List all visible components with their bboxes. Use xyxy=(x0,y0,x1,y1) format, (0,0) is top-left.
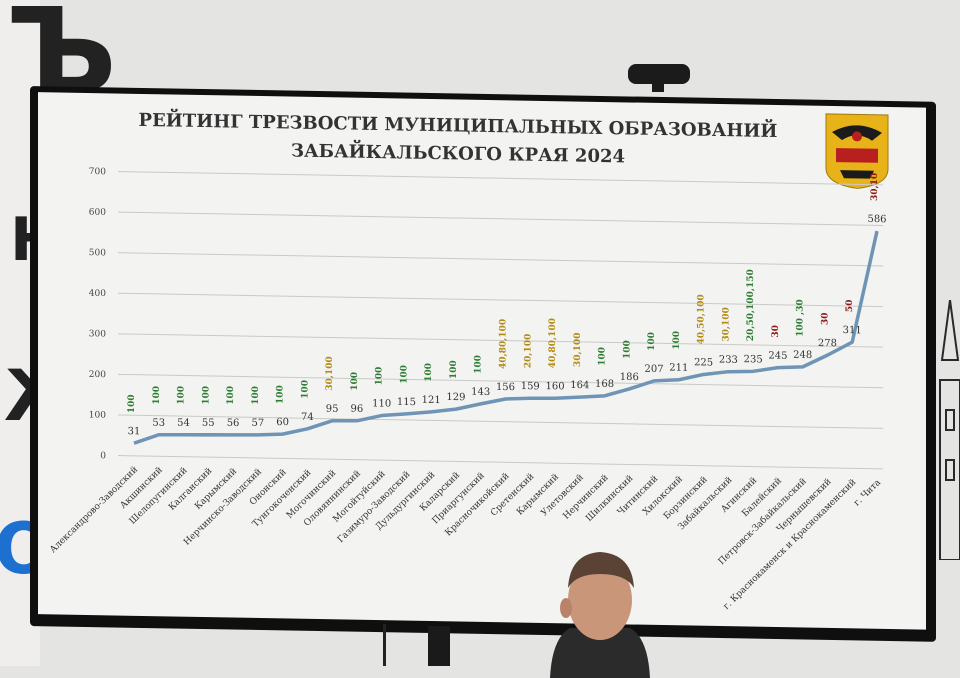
monitor-stand xyxy=(428,626,450,666)
data-label: 110 xyxy=(372,398,391,409)
data-label: 143 xyxy=(471,387,490,398)
series-line-group xyxy=(133,230,879,445)
y-tick-label: 200 xyxy=(89,370,106,380)
gridline xyxy=(118,333,883,348)
annotation-label: 30,100 xyxy=(721,307,731,342)
data-label: 60 xyxy=(276,417,289,428)
data-label: 54 xyxy=(177,418,190,429)
data-label: 31 xyxy=(128,426,141,437)
annotation-label: 30 xyxy=(771,325,781,338)
wall-decor-building xyxy=(939,300,960,560)
y-axis-ticks: 0 100 200 300 400 500 600 700 xyxy=(89,167,106,461)
data-label: 225 xyxy=(694,357,713,368)
annotation-label: 50 xyxy=(845,300,855,313)
gridline xyxy=(118,171,883,186)
monitor-stand-cable xyxy=(383,624,386,666)
y-tick-label: 400 xyxy=(89,289,106,299)
annotation-label: 40,80,100 xyxy=(499,319,509,369)
x-axis-labels: Александрово-ЗаводскийАкшинскийШелопугин… xyxy=(48,465,883,612)
data-label: 96 xyxy=(351,404,364,415)
presentation-slide: РЕЙТИНГ ТРЕЗВОСТИ МУНИЦИПАЛЬНЫХ ОБРАЗОВА… xyxy=(38,92,926,630)
y-tick-label: 0 xyxy=(100,451,106,461)
data-label: 53 xyxy=(152,418,165,429)
audience-person xyxy=(550,552,650,678)
data-label: 56 xyxy=(227,418,240,429)
x-tick-label: г. Чита xyxy=(852,477,883,508)
data-label: 55 xyxy=(202,418,215,429)
annotation-label: 100 ,30 xyxy=(796,299,806,337)
annotation-label: 100 xyxy=(399,365,409,384)
y-tick-label: 700 xyxy=(89,167,106,177)
annotation-label: 20,100 xyxy=(523,334,533,369)
y-tick-label: 500 xyxy=(89,248,106,258)
coat-of-arms-icon xyxy=(825,113,889,189)
data-value-labels: 31 53 54 55 56 57 60 74 95 96 110 115 121 129 143 156 15… xyxy=(128,214,887,437)
gridline xyxy=(118,211,883,226)
data-label: 115 xyxy=(397,397,416,408)
data-label: 129 xyxy=(446,392,465,403)
data-label: 311 xyxy=(843,325,862,336)
data-label: 211 xyxy=(669,363,688,374)
annotation-label: 100 xyxy=(201,386,211,405)
data-label: 278 xyxy=(818,338,837,349)
annotation-label: 100 xyxy=(474,355,484,374)
annotation-label: 40,80,100 xyxy=(548,318,558,368)
data-label: 233 xyxy=(719,354,738,365)
data-label: 159 xyxy=(521,381,540,392)
gridline xyxy=(118,414,883,429)
annotation-label: 100 xyxy=(375,367,385,386)
gridline xyxy=(118,252,883,267)
data-label: 248 xyxy=(793,350,812,361)
gridline xyxy=(118,455,883,470)
y-tick-label: 600 xyxy=(89,208,106,218)
annotation-label: 100 xyxy=(152,386,162,405)
annotation-label: 100 xyxy=(622,340,632,359)
annotation-label: 100 xyxy=(598,347,608,366)
data-label: 245 xyxy=(768,350,787,361)
annotation-label: 100 xyxy=(251,386,261,405)
data-label: 156 xyxy=(496,382,515,393)
data-label: 57 xyxy=(251,418,264,429)
y-tick-label: 100 xyxy=(89,410,106,420)
webcam xyxy=(628,64,690,84)
annotation-label: 30,10 xyxy=(870,173,880,201)
annotation-label: 100 xyxy=(177,386,187,405)
y-tick-label: 300 xyxy=(89,329,106,339)
annotation-label: 100 xyxy=(350,372,360,391)
webcam-mount xyxy=(652,82,664,92)
data-label: 121 xyxy=(422,395,441,406)
annotation-label: 100 xyxy=(672,331,682,350)
annotation-label: 30,100 xyxy=(573,332,583,367)
y-gridlines xyxy=(118,171,883,470)
sobriety-rating-chart: РЕЙТИНГ ТРЕЗВОСТИ МУНИЦИПАЛЬНЫХ ОБРАЗОВА… xyxy=(48,107,889,612)
data-label: 235 xyxy=(744,354,763,365)
annotation-label: 100 xyxy=(127,394,137,413)
annotation-label: 30,100 xyxy=(325,356,335,391)
annotation-label: 40,50,100 xyxy=(697,294,707,344)
annotation-label: 100 xyxy=(424,363,434,382)
data-label: 207 xyxy=(645,364,664,375)
series-line xyxy=(133,230,879,445)
data-label: 74 xyxy=(301,412,314,423)
data-label: 168 xyxy=(595,379,614,390)
chart-title-line2: ЗАБАЙКАЛЬСКОГО КРАЯ 2024 xyxy=(291,138,625,168)
data-label: 95 xyxy=(326,404,339,415)
data-label: 586 xyxy=(867,214,886,225)
display-monitor: РЕЙТИНГ ТРЕЗВОСТИ МУНИЦИПАЛЬНЫХ ОБРАЗОВА… xyxy=(30,86,936,642)
chart-title-line1: РЕЙТИНГ ТРЕЗВОСТИ МУНИЦИПАЛЬНЫХ ОБРАЗОВА… xyxy=(139,107,778,142)
annotation-label: 30 xyxy=(820,312,830,325)
gridline xyxy=(118,373,883,389)
annotation-label: 100 xyxy=(449,360,459,379)
annotation-labels: 100 100 100 100 100 100 100 100 30,100 100 100 100 1… xyxy=(127,173,880,414)
gridline xyxy=(118,292,883,308)
annotation-label: 100 xyxy=(647,332,657,351)
data-label: 164 xyxy=(570,380,589,391)
annotation-label: 100 xyxy=(226,386,236,405)
data-label: 186 xyxy=(620,372,639,383)
data-label: 160 xyxy=(545,381,564,392)
annotation-label: 20,50,100,150 xyxy=(746,269,756,341)
annotation-label: 100 xyxy=(300,380,310,399)
annotation-label: 100 xyxy=(276,385,286,404)
